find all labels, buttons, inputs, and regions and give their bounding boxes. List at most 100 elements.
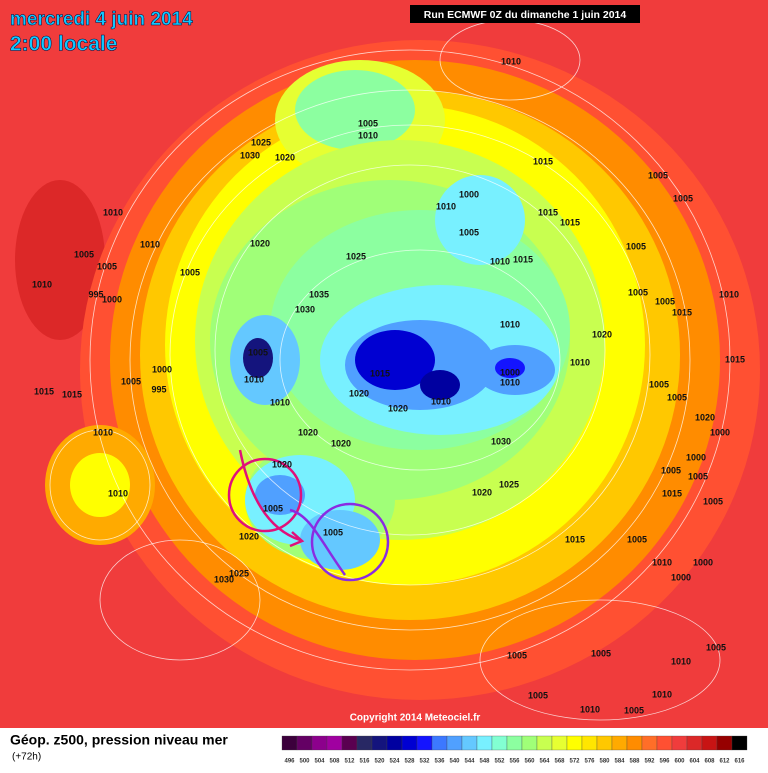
scale-swatch — [641, 735, 658, 751]
scale-label: 560 — [524, 759, 535, 765]
isobar-label: 1010 — [431, 396, 451, 406]
isobar-label: 1025 — [229, 568, 249, 578]
isobar-label: 1005 — [706, 642, 726, 652]
scale-swatch — [461, 735, 478, 751]
isobar-label: 1005 — [323, 527, 343, 537]
isobar-label: 1020 — [272, 459, 292, 469]
scale-label: 576 — [584, 759, 595, 765]
color-scale: 496 500 504 508 512 516 520 524 528 532 536 540 544 5… — [281, 735, 748, 765]
isobar-label: 1020 — [472, 487, 492, 497]
scale-label: 552 — [494, 759, 505, 765]
isobar-label: 1010 — [270, 397, 290, 407]
scale-swatch — [536, 735, 553, 751]
isobar-label: 1010 — [108, 488, 128, 498]
isobar-label: 1010 — [719, 289, 739, 299]
scale-label: 516 — [359, 759, 370, 765]
isobar-label: 1015 — [560, 217, 580, 227]
scale-swatch — [521, 735, 538, 751]
scale-label: 612 — [719, 759, 730, 765]
isobar-label: 1015 — [672, 307, 692, 317]
isobar-label: 1015 — [565, 534, 585, 544]
isobar-label: 1015 — [62, 389, 82, 399]
isobar-label: 1005 — [507, 650, 527, 660]
isobar-label: 1015 — [662, 488, 682, 498]
scale-label: 588 — [629, 759, 640, 765]
scale-swatch — [401, 735, 418, 751]
scale-label: 508 — [329, 759, 340, 765]
scale-swatch — [656, 735, 673, 751]
map-title: Géop. z500, pression niveau mer — [10, 732, 228, 748]
scale-label: 596 — [659, 759, 670, 765]
isobar-label: 1005 — [648, 170, 668, 180]
scale-swatch — [311, 735, 328, 751]
isobar-label: 1025 — [346, 251, 366, 261]
isobar-label: 1005 — [673, 193, 693, 203]
isobar-label: 1030 — [240, 150, 260, 160]
isobar-label: 1005 — [626, 241, 646, 251]
scale-swatch — [416, 735, 433, 751]
isobar-label: 1010 — [570, 357, 590, 367]
isobar-label: 1000 — [500, 367, 520, 377]
isobar-label: 1020 — [275, 152, 295, 162]
isobar-label: 1005 — [655, 296, 675, 306]
scale-label: 592 — [644, 759, 655, 765]
isobar-label: 1000 — [686, 452, 706, 462]
scale-swatch — [701, 735, 718, 751]
scale-swatch — [506, 735, 523, 751]
isobar-label: 995 — [151, 384, 166, 394]
isobar-label: 1000 — [102, 294, 122, 304]
isobar-label: 1005 — [649, 379, 669, 389]
isobar-label: 1010 — [93, 427, 113, 437]
scale-label: 536 — [434, 759, 445, 765]
scale-label: 500 — [299, 759, 310, 765]
scale-swatch — [296, 735, 313, 751]
scale-label: 524 — [389, 759, 400, 765]
scale-swatch — [566, 735, 583, 751]
scale-label: 572 — [569, 759, 580, 765]
isobar-label: 1005 — [661, 465, 681, 475]
scale-swatch — [491, 735, 508, 751]
copyright: Copyright 2014 Meteociel.fr — [350, 713, 481, 724]
isobar-label: 1020 — [250, 238, 270, 248]
isobars — [49, 19, 731, 721]
isobar-label: 1025 — [251, 137, 271, 147]
scale-label: 616 — [734, 759, 745, 765]
isobar-label: 1015 — [538, 207, 558, 217]
scale-label: 528 — [404, 759, 415, 765]
isobar-label: 1000 — [710, 427, 730, 437]
isobar-label: 1015 — [34, 386, 54, 396]
isobar-label: 1010 — [652, 557, 672, 567]
isobar-label: 1005 — [358, 118, 378, 128]
isobar-label: 1010 — [500, 319, 520, 329]
scale-label: 584 — [614, 759, 625, 765]
scale-swatch — [431, 735, 448, 751]
scale-swatch — [476, 735, 493, 751]
isobar-label: 1025 — [499, 479, 519, 489]
scale-label: 608 — [704, 759, 715, 765]
scale-label: 600 — [674, 759, 685, 765]
scale-swatch — [686, 735, 703, 751]
isobar-label: 1000 — [693, 557, 713, 567]
scale-label: 548 — [479, 759, 490, 765]
isobar-label: 1015 — [533, 156, 553, 166]
lead-time: (+72h) — [12, 752, 41, 763]
isobar-label: 1010 — [244, 374, 264, 384]
scale-swatch — [371, 735, 388, 751]
scale-label: 496 — [284, 759, 295, 765]
isobar-label: 1030 — [491, 436, 511, 446]
scale-swatch — [731, 735, 748, 751]
z500-field — [15, 40, 760, 700]
scale-label: 532 — [419, 759, 430, 765]
scale-swatch — [281, 735, 298, 751]
isobar-label: 1010 — [652, 689, 672, 699]
isobar-label: 1005 — [74, 249, 94, 259]
isobar-label: 1005 — [591, 648, 611, 658]
scale-swatch — [446, 735, 463, 751]
isobar-label: 995 — [88, 289, 103, 299]
isobar-label: 1020 — [349, 388, 369, 398]
scale-swatch — [386, 735, 403, 751]
isobar-label: 1005 — [703, 496, 723, 506]
isobar-label: 1005 — [628, 287, 648, 297]
isobar-label: 1000 — [152, 364, 172, 374]
